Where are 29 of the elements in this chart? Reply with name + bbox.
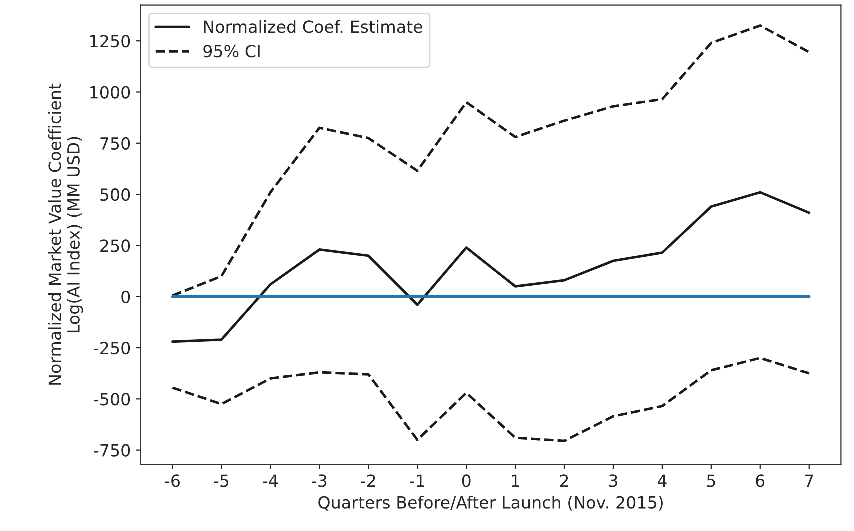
x-tick-label: 2 <box>560 474 568 488</box>
x-tick-label: -6 <box>165 474 180 488</box>
legend-label: Normalized Coef. Estimate <box>204 20 422 34</box>
x-tick-label: -4 <box>263 474 278 488</box>
x-axis-title: Quarters Before/After Launch (Nov. 2015) <box>318 496 663 511</box>
x-tick-label: -2 <box>361 474 376 488</box>
x-tick-label: 5 <box>707 474 716 488</box>
y-tick-label: 1000 <box>90 86 130 99</box>
y-tick-label: 250 <box>100 240 130 252</box>
y-tick-label: 0 <box>122 290 130 304</box>
line-series <box>171 191 811 344</box>
y-tick-label: 750 <box>100 137 130 150</box>
x-tick-label: -1 <box>410 474 424 488</box>
x-tick-label: 4 <box>658 474 667 488</box>
x-tick-label: 1 <box>512 474 520 488</box>
y-tick-label: 1250 <box>90 35 130 48</box>
y-tick-label: 500 <box>100 188 130 202</box>
line-series <box>171 356 811 442</box>
x-tick-label: 3 <box>609 474 618 488</box>
legend-label: 95% CI <box>204 45 260 58</box>
y-tick-label: -250 <box>94 342 130 355</box>
x-tick-label: 7 <box>805 474 814 488</box>
x-tick-label: 6 <box>756 474 765 488</box>
x-tick-label: 0 <box>462 474 471 488</box>
y-tick-label: -500 <box>94 393 130 406</box>
x-tick-label: -3 <box>312 474 327 488</box>
y-axis-title: Normalized Market Value Coefficient Log(AI Index) (MM USD) <box>48 84 84 385</box>
y-tick-label: -750 <box>94 444 130 457</box>
x-tick-label: -5 <box>214 474 229 488</box>
